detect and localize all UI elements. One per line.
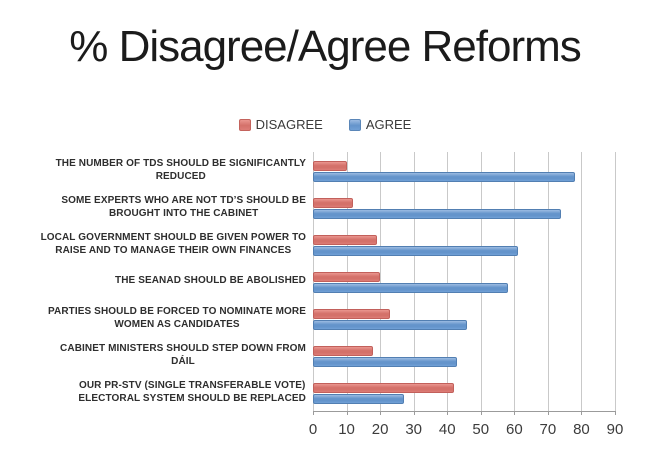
legend-swatch-agree: [348, 118, 361, 131]
bars-cell: [313, 374, 615, 411]
x-axis-tick: [380, 411, 381, 415]
x-axis-tick: [514, 411, 515, 415]
x-tick-label-60: 60: [505, 421, 523, 438]
bar-disagree: [313, 272, 381, 282]
chart-row: PARTIES SHOULD BE FORCED TO NOMINATE MOR…: [0, 300, 650, 337]
x-axis-tick: [615, 411, 616, 415]
category-label-cell: LOCAL GOVERNMENT SHOULD BE GIVEN POWER T…: [0, 226, 313, 263]
category-label-cell: SOME EXPERTS WHO ARE NOT TD’S SHOULD BE B…: [0, 189, 313, 226]
category-label: LOCAL GOVERNMENT SHOULD BE GIVEN POWER T…: [40, 232, 306, 256]
bar-agree: [313, 357, 458, 367]
bar-disagree: [313, 161, 347, 171]
category-label: THE NUMBER OF TDS SHOULD BE SIGNIFICANTL…: [55, 158, 306, 182]
bars-cell: [313, 226, 615, 263]
gridline-90: [615, 152, 616, 411]
chart-row: SOME EXPERTS WHO ARE NOT TD’S SHOULD BE B…: [0, 189, 650, 226]
chart-row: THE SEANAD SHOULD BE ABOLISHED: [0, 263, 650, 300]
bar-agree: [313, 172, 575, 182]
x-tick-label-40: 40: [438, 421, 456, 438]
bars-cell: [313, 263, 615, 300]
gridline-60: [514, 152, 515, 411]
category-label: CABINET MINISTERS SHOULD STEP DOWN FROM D…: [60, 343, 306, 367]
bar-disagree: [313, 309, 391, 319]
category-label: PARTIES SHOULD BE FORCED TO NOMINATE MOR…: [48, 306, 306, 330]
bar-agree: [313, 320, 468, 330]
x-axis-tick: [447, 411, 448, 415]
x-tick-label-90: 90: [606, 421, 624, 438]
chart-row: OUR PR-STV (SINGLE TRANSFERABLE VOTE) ELE…: [0, 374, 650, 411]
category-label-cell: THE SEANAD SHOULD BE ABOLISHED: [0, 263, 313, 300]
chart-row: THE NUMBER OF TDS SHOULD BE SIGNIFICANTL…: [0, 152, 650, 189]
gridline-50: [481, 152, 482, 411]
bar-disagree: [313, 383, 454, 393]
x-axis-tick: [414, 411, 415, 415]
category-label-cell: THE NUMBER OF TDS SHOULD BE SIGNIFICANTL…: [0, 152, 313, 189]
legend-swatch-disagree: [238, 118, 251, 131]
category-label-cell: CABINET MINISTERS SHOULD STEP DOWN FROM D…: [0, 337, 313, 374]
bar-agree: [313, 209, 562, 219]
legend-label: DISAGREE: [255, 117, 323, 132]
category-label: THE SEANAD SHOULD BE ABOLISHED: [115, 275, 306, 287]
chart-row: CABINET MINISTERS SHOULD STEP DOWN FROM D…: [0, 337, 650, 374]
legend-item-disagree: DISAGREE: [238, 117, 323, 132]
x-tick-label-10: 10: [338, 421, 355, 438]
x-tick-label-50: 50: [472, 421, 490, 438]
x-axis-tick: [581, 411, 582, 415]
legend: DISAGREE AGREE: [0, 117, 650, 132]
x-tick-label-0: 0: [308, 421, 318, 438]
bars-cell: [313, 189, 615, 226]
bar-agree: [313, 246, 518, 256]
category-label: OUR PR-STV (SINGLE TRANSFERABLE VOTE) ELE…: [78, 380, 306, 404]
chart-title: % Disagree/Agree Reforms: [69, 22, 582, 71]
bars-cell: [313, 152, 615, 189]
bar-disagree: [313, 346, 374, 356]
x-axis-tick: [481, 411, 482, 415]
x-axis-line: [313, 411, 615, 412]
x-axis-tick: [548, 411, 549, 415]
legend-item-agree: AGREE: [348, 117, 412, 132]
x-tick-label-30: 30: [405, 421, 422, 438]
legend-label: AGREE: [365, 117, 412, 132]
category-label-cell: PARTIES SHOULD BE FORCED TO NOMINATE MOR…: [0, 300, 313, 337]
category-label-cell: OUR PR-STV (SINGLE TRANSFERABLE VOTE) ELE…: [0, 374, 313, 411]
bars-cell: [313, 337, 615, 374]
x-axis-tick: [313, 411, 314, 415]
gridline-20: [380, 152, 381, 411]
x-tick-label-70: 70: [539, 421, 557, 438]
bar-chart: THE NUMBER OF TDS SHOULD BE SIGNIFICANTL…: [0, 152, 650, 462]
gridline-70: [548, 152, 549, 411]
category-label: SOME EXPERTS WHO ARE NOT TD’S SHOULD BE B…: [61, 195, 306, 219]
bars-cell: [313, 300, 615, 337]
x-axis-tick: [347, 411, 348, 415]
bar-agree: [313, 394, 404, 404]
chart-row: LOCAL GOVERNMENT SHOULD BE GIVEN POWER T…: [0, 226, 650, 263]
gridline-40: [447, 152, 448, 411]
gridline-80: [581, 152, 582, 411]
bar-agree: [313, 283, 508, 293]
x-tick-label-20: 20: [371, 421, 389, 438]
bar-disagree: [313, 198, 354, 208]
gridline-30: [414, 152, 415, 411]
chart-rows: THE NUMBER OF TDS SHOULD BE SIGNIFICANTL…: [0, 152, 650, 411]
x-tick-label-80: 80: [573, 421, 590, 438]
bar-disagree: [313, 235, 377, 245]
